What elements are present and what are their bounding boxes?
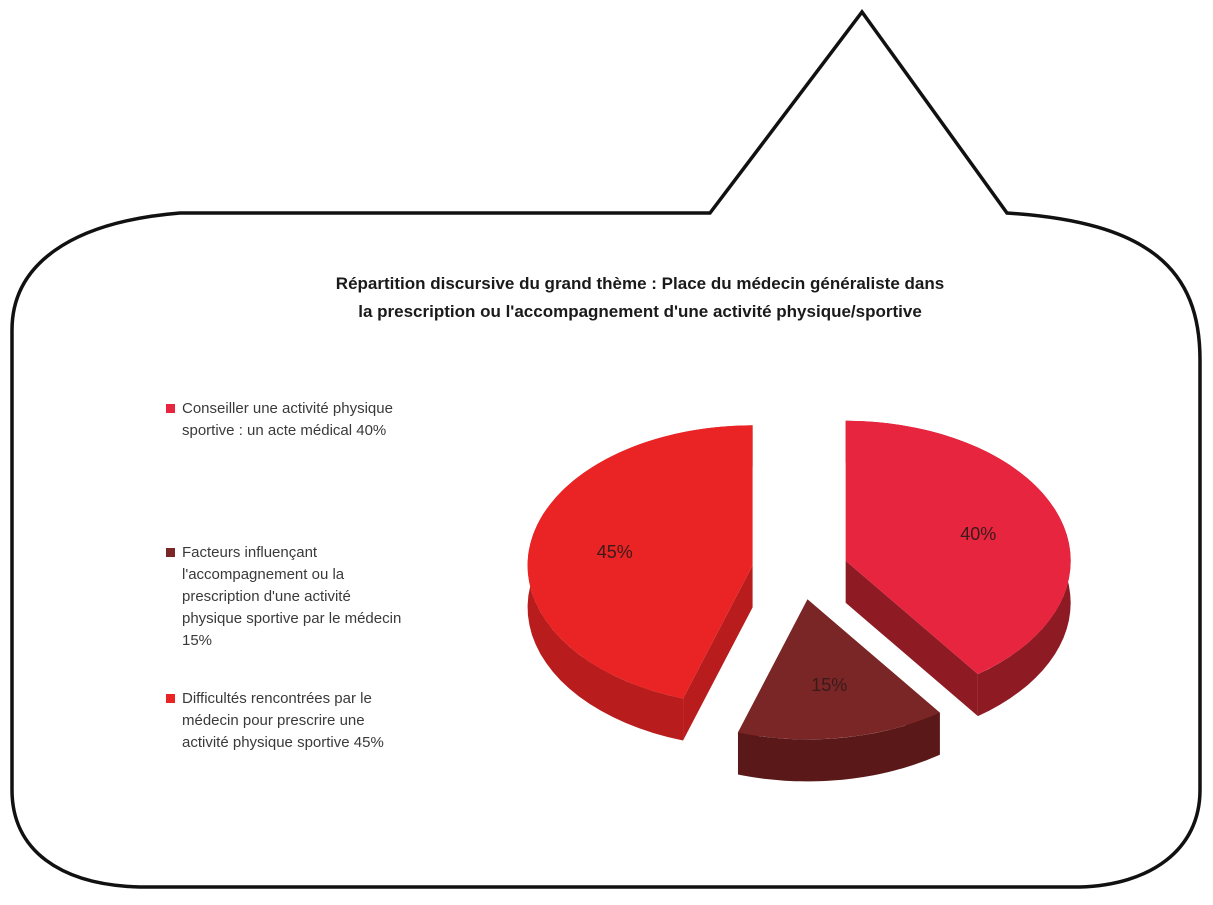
pie-data-label-3: 45%: [597, 542, 633, 562]
legend-item-difficultes: Difficultés rencontrées par le médecin p…: [166, 688, 502, 754]
legend-text-slice-3-line-3: activité physique sportive 45%: [182, 734, 384, 751]
legend-item-conseiller: Conseiller une activité physique sportiv…: [166, 398, 502, 442]
legend-text-slice-2-line-2: l'accompagnement ou la: [182, 566, 345, 583]
legend-item-facteurs: Facteurs influençant l'accompagnement ou…: [166, 542, 502, 652]
legend-text-slice-2-line-1: Facteurs influençant: [182, 544, 318, 561]
legend-text-slice-2-line-5: 15%: [182, 632, 213, 649]
legend-swatch-slice-2: [166, 548, 175, 557]
pie-slice-3: [527, 425, 753, 699]
speech-bubble-shape: [10, 9, 1202, 889]
chart-title-line-2: la prescription ou l'accompagnement d'un…: [358, 302, 922, 321]
pie-slice-2: [737, 599, 940, 740]
pie-tops: [527, 420, 1071, 740]
pie-labels: 40% 15% 45%: [597, 524, 997, 695]
legend-text-slice-3-line-2: médecin pour prescrire une: [182, 712, 365, 729]
pie-slice-side-2: [738, 712, 940, 782]
legend-text-slice-3-line-1: Difficultés rencontrées par le: [182, 690, 372, 707]
legend-text-slice-1-line-2: sportive : un acte médical 40%: [182, 422, 387, 439]
pie-slice-cut-1-2: [845, 560, 978, 717]
legend-text-slice-2-line-4: physique sportive par le médecin: [182, 610, 402, 627]
legend-swatch-slice-1: [166, 404, 175, 413]
chart-title-line-1: Répartition discursive du grand thème : …: [335, 274, 945, 293]
pie-data-label-1: 40%: [960, 524, 996, 544]
legend-text-slice-2-line-3: prescription d'une activité: [182, 588, 351, 605]
legend-swatch-slice-3: [166, 694, 175, 703]
pie-slice-cut-3-1: [683, 565, 753, 741]
legend-text-slice-1-line-1: Conseiller une activité physique: [182, 400, 393, 417]
pie-slice-1: [845, 420, 1071, 675]
pie-data-label-2: 15%: [811, 675, 847, 695]
